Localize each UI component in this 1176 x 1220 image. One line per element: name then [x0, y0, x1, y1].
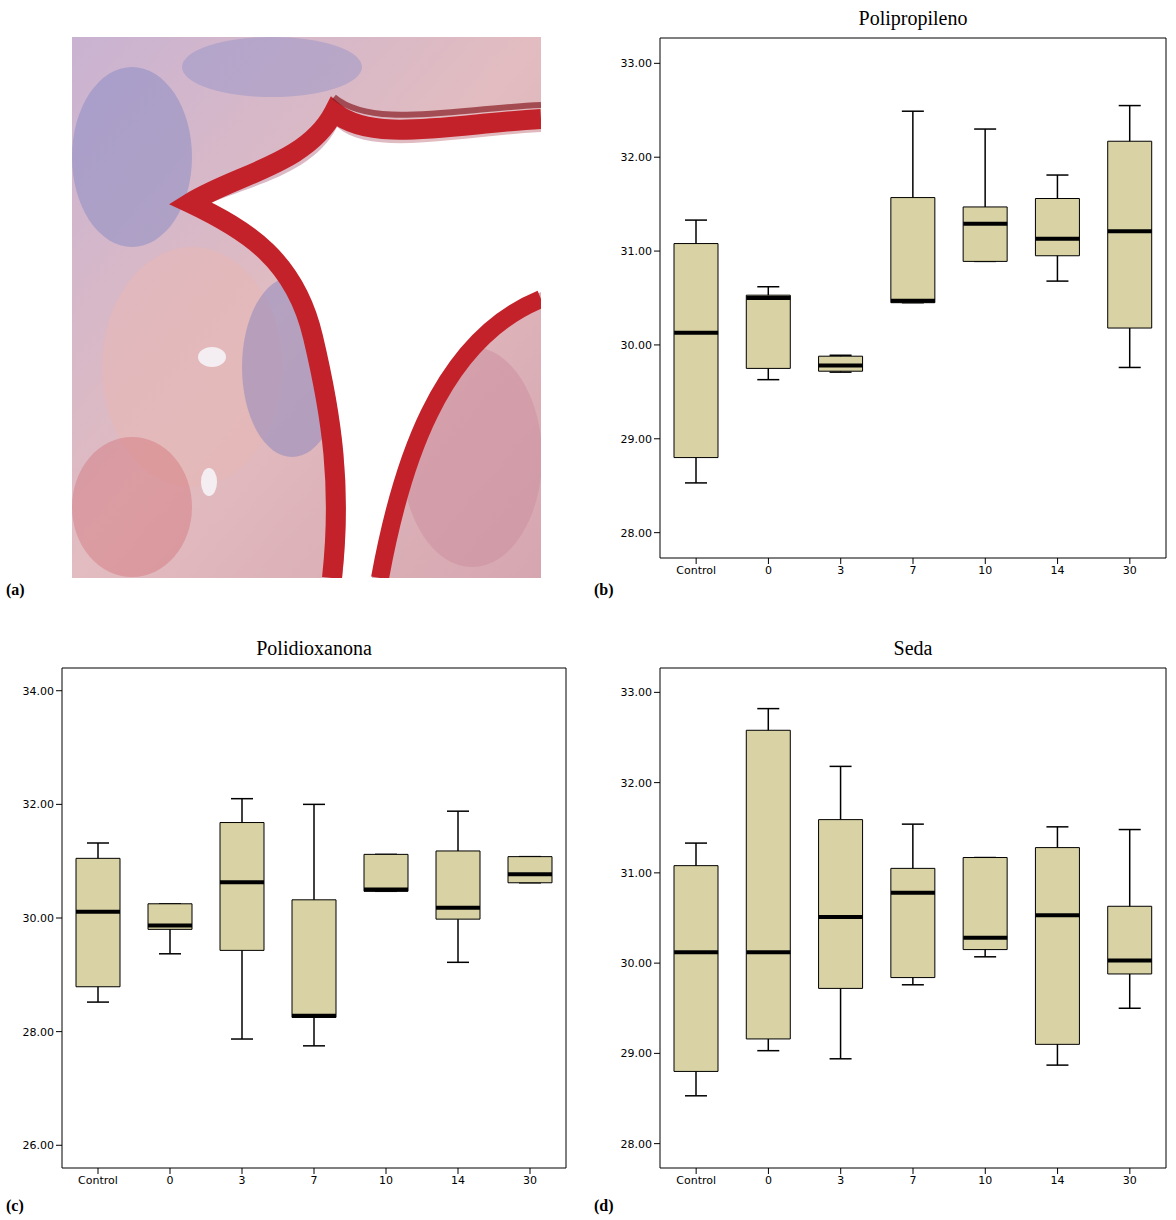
svg-text:32.00: 32.00	[621, 151, 653, 164]
svg-text:34.00: 34.00	[23, 685, 55, 698]
html-text:(d): (d)	[594, 1197, 614, 1214]
svg-text:Control: Control	[676, 1174, 716, 1187]
svg-text:10: 10	[379, 1174, 393, 1187]
svg-text:30: 30	[523, 1174, 537, 1187]
svg-text:28.00: 28.00	[621, 527, 653, 540]
svg-text:32.00: 32.00	[621, 777, 653, 790]
svg-text:26.00: 26.00	[23, 1139, 55, 1152]
svg-text:0: 0	[167, 1174, 174, 1187]
svg-text:28.00: 28.00	[23, 1026, 55, 1039]
svg-text:31.00: 31.00	[621, 867, 653, 880]
svg-text:14: 14	[1051, 564, 1065, 577]
svg-text:30.00: 30.00	[23, 912, 55, 925]
svg-text:30: 30	[1123, 564, 1137, 577]
svg-text:Control: Control	[78, 1174, 118, 1187]
svg-text:Control: Control	[676, 564, 716, 577]
svg-text:7: 7	[910, 564, 917, 577]
svg-text:14: 14	[451, 1174, 465, 1187]
svg-text:33.00: 33.00	[621, 57, 653, 70]
svg-text:32.00: 32.00	[23, 798, 55, 811]
html-text:Seda: Seda	[893, 637, 933, 659]
svg-text:0: 0	[765, 564, 772, 577]
svg-text:3: 3	[837, 1174, 844, 1187]
html-text:(a): (a)	[6, 581, 25, 598]
html-text:Polipropileno: Polipropileno	[858, 7, 968, 29]
svg-text:31.00: 31.00	[621, 245, 653, 258]
html-text:Polidioxanona: Polidioxanona	[256, 637, 372, 659]
svg-text:28.00: 28.00	[621, 1138, 653, 1151]
svg-text:14: 14	[1051, 1174, 1065, 1187]
svg-text:0: 0	[765, 1174, 772, 1187]
html-text:(c): (c)	[6, 1197, 24, 1214]
svg-text:30.00: 30.00	[621, 339, 653, 352]
svg-text:33.00: 33.00	[621, 686, 653, 699]
svg-text:7: 7	[311, 1174, 318, 1187]
svg-text:29.00: 29.00	[621, 433, 653, 446]
svg-text:30: 30	[1123, 1174, 1137, 1187]
svg-text:7: 7	[910, 1174, 917, 1187]
svg-text:30.00: 30.00	[621, 957, 653, 970]
svg-text:3: 3	[239, 1174, 246, 1187]
svg-text:3: 3	[837, 564, 844, 577]
svg-text:10: 10	[978, 564, 992, 577]
svg-text:10: 10	[978, 1174, 992, 1187]
svg-text:29.00: 29.00	[621, 1047, 653, 1060]
html-text:(b): (b)	[594, 581, 614, 598]
